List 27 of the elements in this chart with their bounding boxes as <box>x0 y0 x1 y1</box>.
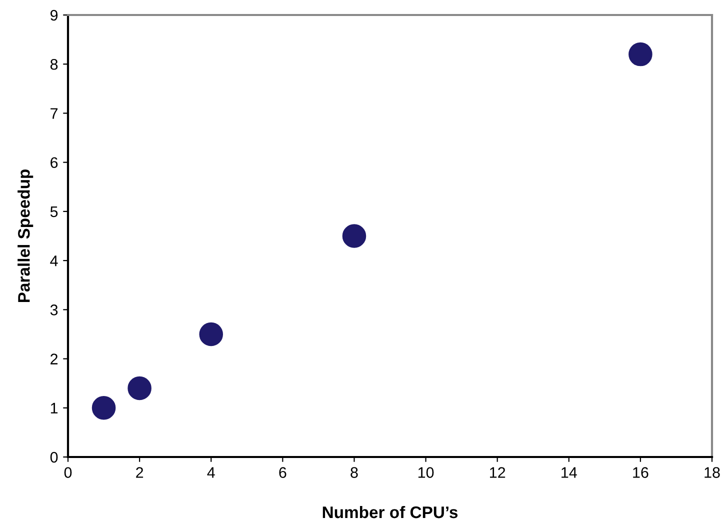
y-tick-label: 4 <box>50 256 58 266</box>
point <box>342 224 366 248</box>
x-tick-label: 6 <box>279 467 286 478</box>
x-tick-label: 18 <box>704 467 720 478</box>
y-tick-label: 5 <box>50 206 58 218</box>
y-tick-label: 8 <box>50 58 58 70</box>
point <box>128 376 152 400</box>
x-tick-label: 16 <box>633 467 648 478</box>
y-tick-label: 6 <box>50 157 58 168</box>
y-tick-label: 7 <box>50 108 58 119</box>
x-tick-label: 8 <box>350 467 358 478</box>
x-tick-label: 2 <box>136 467 144 478</box>
point <box>199 322 224 346</box>
x-tick-label: 10 <box>418 467 434 478</box>
x-axis-title: Number of CPU’s <box>322 506 458 518</box>
x-tick-label: 0 <box>64 467 72 478</box>
x-tick-label: 4 <box>207 467 215 478</box>
y-tick-label: 0 <box>50 452 58 463</box>
y-tick-label: 9 <box>50 10 58 21</box>
y-tick-label: 3 <box>50 304 58 316</box>
x-tick-label: 12 <box>490 467 506 478</box>
y-tick-label: 2 <box>50 354 58 364</box>
point <box>628 42 652 66</box>
y-axis-title: Parallel Speedup <box>18 170 34 302</box>
point <box>92 396 116 420</box>
y-tick-label: 1 <box>50 402 58 414</box>
x-tick-label: 14 <box>562 467 577 478</box>
